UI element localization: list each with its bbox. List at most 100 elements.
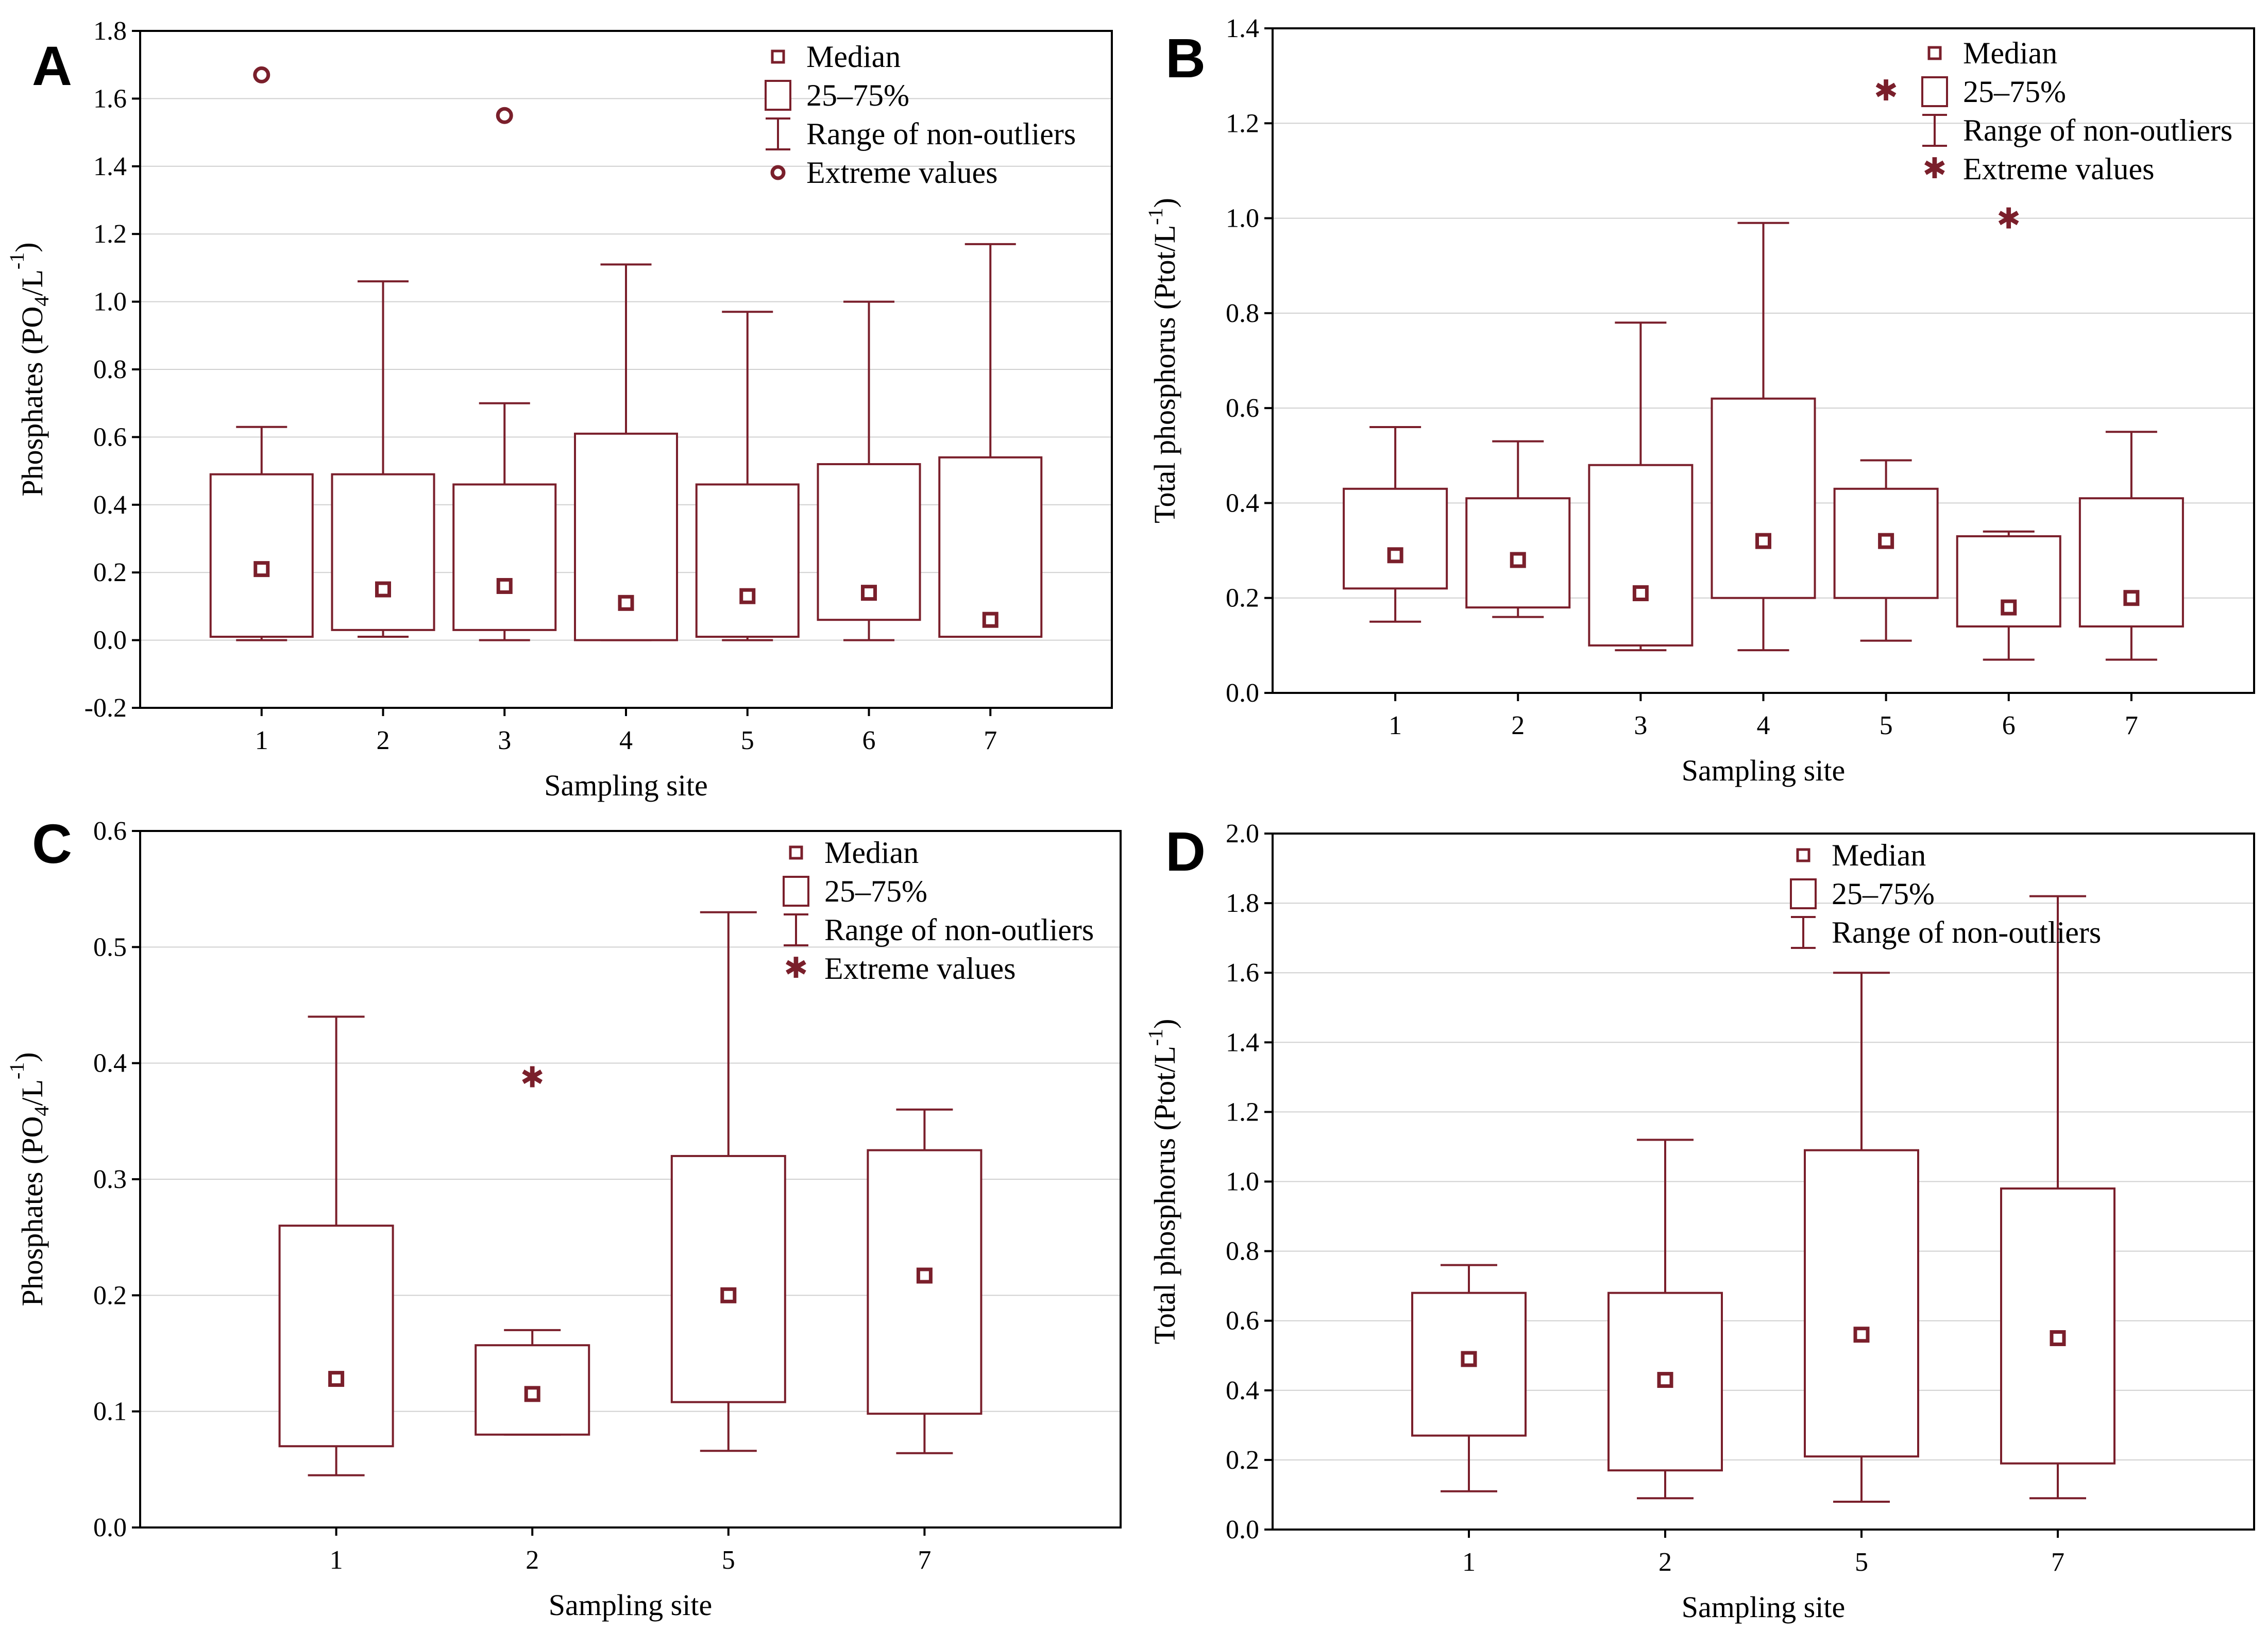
box-site-7	[2000, 895, 2115, 1500]
box-site-5	[695, 311, 800, 641]
legend-label: Median	[1963, 36, 2057, 70]
legend-label: Range of non-outliers	[806, 117, 1076, 151]
x-tick-label: 5	[1855, 1548, 1868, 1577]
y-tick-label: 0.3	[93, 1165, 127, 1194]
legend-label: Range of non-outliers	[1832, 915, 2101, 949]
median-marker	[618, 595, 634, 611]
median-marker	[2050, 1330, 2066, 1346]
panel-letter: D	[1165, 820, 1206, 882]
y-axis-title-mid: /L	[15, 1079, 49, 1106]
median-marker	[2123, 590, 2140, 606]
median-marker	[524, 1386, 540, 1402]
median-marker	[1461, 1351, 1477, 1367]
y-tick-label: 0.2	[93, 558, 127, 587]
x-tick-label: 3	[498, 726, 511, 755]
box-site-5	[1804, 972, 1919, 1503]
median-marker	[496, 578, 513, 594]
y-tick-label: 1.6	[1226, 958, 1259, 988]
y-axis-title: Total phosphorus (Ptot/L-1)	[1144, 198, 1181, 523]
box-site-3	[452, 107, 557, 641]
box-iqr	[1343, 487, 1448, 590]
box-site-2	[1607, 1139, 1723, 1500]
median-marker	[1632, 585, 1649, 601]
box-iqr	[2078, 497, 2184, 628]
x-axis-title: Sampling site	[544, 769, 707, 802]
legend-box-icon	[765, 80, 791, 111]
x-tick-label: 6	[2002, 711, 2016, 740]
box-iqr	[670, 1154, 786, 1403]
x-tick-label: 5	[1880, 711, 1893, 740]
median-marker	[375, 581, 391, 598]
box-iqr	[1588, 464, 1694, 647]
y-axis-title-sup: -1	[1144, 208, 1167, 225]
y-axis-title-end: )	[9, 242, 43, 252]
x-tick-label: 1	[1389, 711, 1402, 740]
y-tick-label: 0.1	[93, 1397, 127, 1427]
y-tick-label: 0.4	[93, 1049, 127, 1078]
legend-label: 25–75%	[1963, 75, 2066, 109]
y-tick-label: 0.2	[1226, 584, 1259, 613]
y-tick-label: 1.0	[1226, 204, 1259, 233]
y-tick-label: 1.4	[1226, 1028, 1259, 1057]
median-marker	[1853, 1327, 1870, 1343]
legend: Median 25–75% Range of non-outliers Extreme…	[765, 40, 1076, 190]
y-axis-title-end: )	[1148, 198, 1181, 208]
legend-label: Extreme values	[1963, 152, 2155, 186]
x-axis-title: Sampling site	[1682, 1590, 1845, 1624]
y-axis-title-sup: -1	[1144, 1029, 1167, 1046]
y-tick-label: 1.2	[93, 219, 127, 249]
box-site-5: ✱	[1833, 74, 1939, 642]
legend: Median 25–75% Range of non-outliers ✱ Extrem…	[783, 836, 1094, 986]
median-marker	[739, 588, 756, 604]
median-marker	[861, 585, 877, 601]
legend-extreme-icon	[770, 165, 786, 180]
x-tick-label: 7	[918, 1546, 931, 1575]
y-tick-label: 1.4	[93, 152, 127, 181]
y-axis-title-mid: /L	[15, 269, 49, 296]
y-tick-label: 0.8	[1226, 1237, 1259, 1266]
box-site-4	[1711, 222, 1816, 652]
box-site-1	[278, 1015, 394, 1476]
y-axis-title-main: Total phosphorus (Ptot/L	[1148, 1046, 1181, 1344]
y-tick-label: 0.4	[93, 490, 127, 520]
legend-label: Extreme values	[824, 952, 1016, 986]
y-axis-title-sub: 4	[30, 1106, 53, 1116]
legend-label: Range of non-outliers	[824, 913, 1094, 947]
legend-box-icon	[1921, 76, 1948, 107]
legend: Median 25–75% Range of non-outliers ✱ Extrem…	[1921, 36, 2232, 186]
box-site-7	[867, 1108, 983, 1454]
y-tick-label: 1.2	[1226, 1097, 1259, 1127]
legend-box-icon	[783, 876, 809, 907]
y-tick-label: 0.4	[1226, 1376, 1259, 1405]
box-iqr	[209, 473, 314, 638]
legend-label: Range of non-outliers	[1963, 113, 2232, 147]
y-tick-label: 0.0	[1226, 678, 1259, 708]
x-tick-label: 5	[722, 1546, 735, 1575]
y-axis-title-end: )	[9, 1052, 43, 1062]
box-site-2: ✱	[475, 1061, 590, 1436]
box-site-3	[1588, 321, 1694, 652]
legend-extreme-icon: ✱	[1923, 152, 1947, 185]
y-tick-label: 1.6	[93, 84, 127, 113]
panel-c: 0.0 0.1 0.2 0.3 0.4 0.5 0.6 1 2 5 7 Sampling site Ph…	[5, 812, 1122, 1622]
legend-label: 25–75%	[824, 874, 927, 908]
y-tick-label: 0.0	[1226, 1515, 1259, 1544]
y-axis-title-sub: 4	[30, 296, 53, 307]
legend-label: Extreme values	[806, 156, 998, 190]
x-tick-label: 1	[330, 1546, 343, 1575]
x-tick-label: 1	[255, 726, 268, 755]
median-marker	[1878, 533, 1894, 549]
y-tick-label: 1.0	[93, 287, 127, 317]
x-axis-title: Sampling site	[1682, 754, 1845, 787]
median-marker	[720, 1287, 737, 1303]
box-iqr	[1804, 1149, 1919, 1458]
legend-label: 25–75%	[806, 78, 909, 112]
panel-b: 0.0 0.2 0.4 0.6 0.8 1.0 1.2 1.4 1 2 3 4 5 6 7 Sampling …	[1144, 14, 2255, 787]
extreme-point: ✱	[520, 1061, 545, 1095]
box-site-6	[817, 300, 921, 641]
y-tick-label: 0.2	[1226, 1446, 1259, 1475]
median-marker	[1387, 547, 1403, 564]
legend-label: 25–75%	[1832, 877, 1935, 911]
y-axis-title: Phosphates (PO4/L-1)	[5, 1052, 53, 1306]
y-axis-title-sup: -1	[5, 1062, 28, 1079]
